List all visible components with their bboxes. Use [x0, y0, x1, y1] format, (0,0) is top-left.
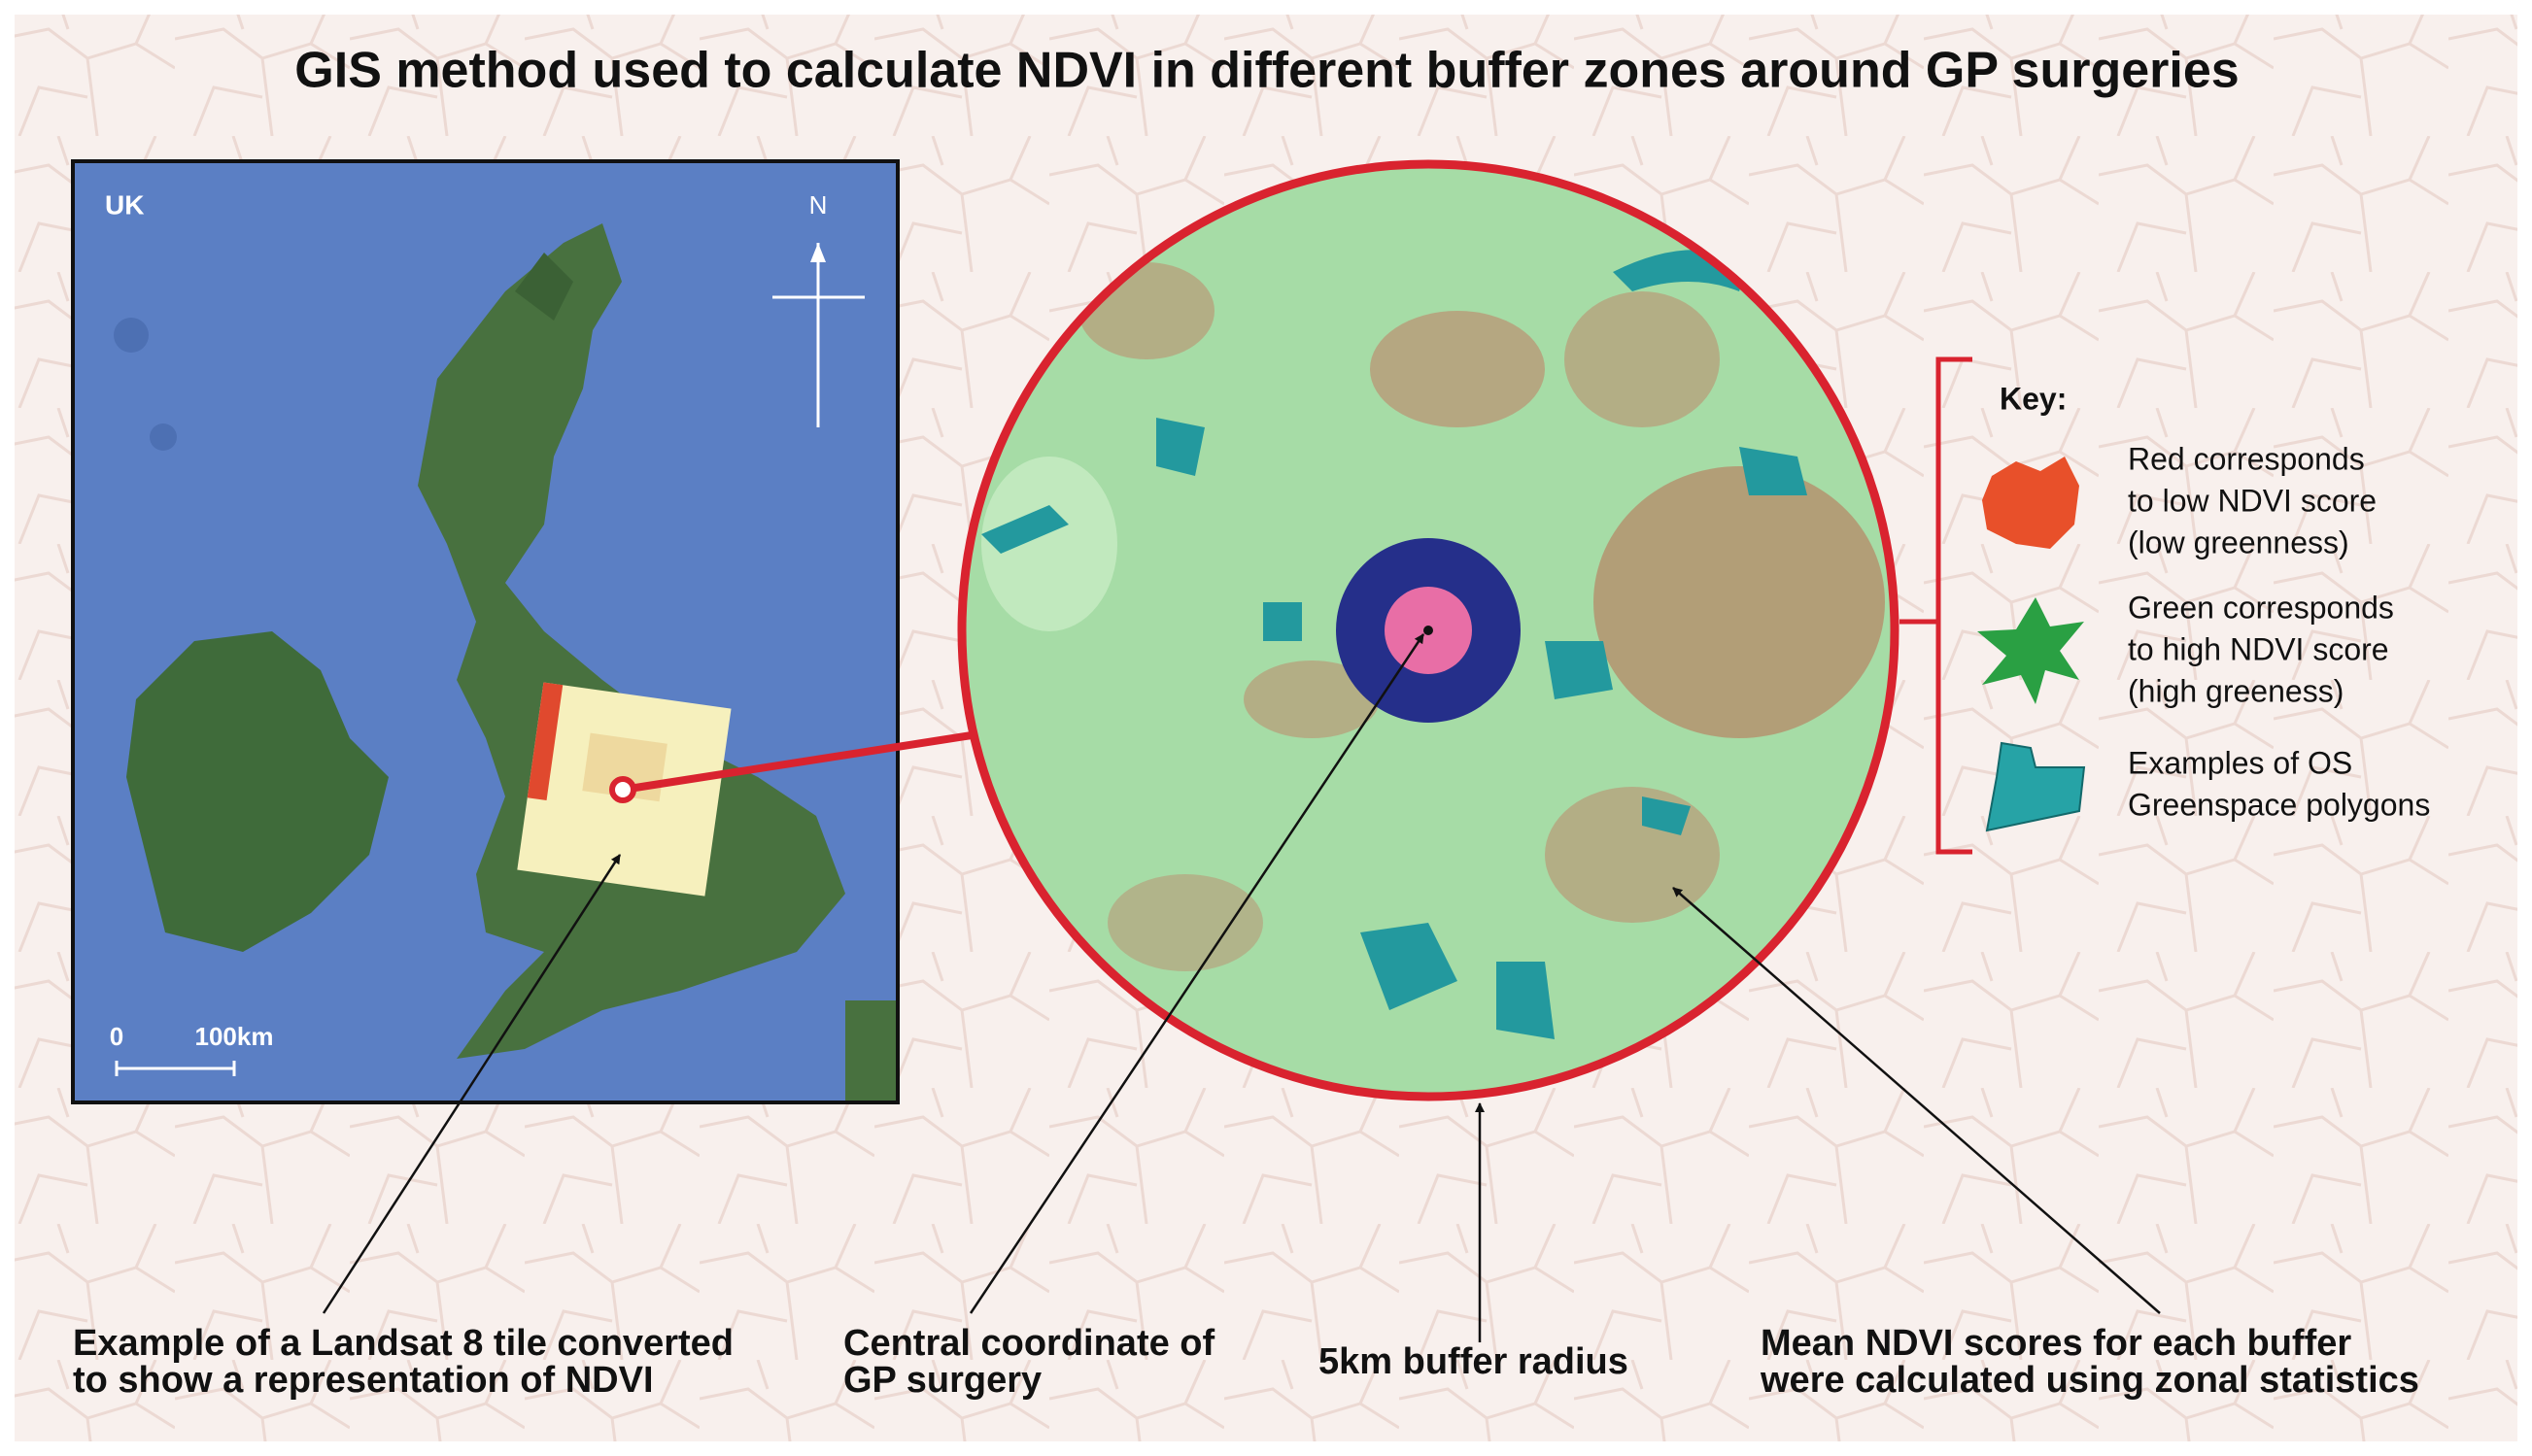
arrow: [1672, 887, 2161, 1314]
key-text: Red corresponds: [2128, 441, 2365, 476]
arrow: [322, 854, 622, 1314]
annotation: Mean NDVI scores for each buffer: [1761, 1323, 2351, 1364]
key-icon-low: [1982, 457, 2079, 549]
buffer-ring: [957, 159, 1899, 1101]
key-bracket: [1935, 356, 1972, 855]
map-frame: [71, 159, 900, 1104]
key-text: Green corresponds: [2128, 590, 2394, 625]
connector-line: [622, 731, 973, 794]
title: GIS method used to calculate NDVI in dif…: [294, 43, 2239, 99]
tile-point: [609, 776, 636, 803]
annotation: to show a representation of NDVI: [73, 1360, 654, 1401]
key-text: Examples of OS: [2128, 745, 2352, 780]
annotation: Central coordinate of: [843, 1323, 1215, 1364]
scale-end: 100km: [195, 1022, 274, 1051]
key-text: Greenspace polygons: [2128, 787, 2430, 822]
annotation: Example of a Landsat 8 tile converted: [73, 1323, 734, 1364]
key-icon-high: [1977, 597, 2084, 704]
annotation: were calculated using zonal statistics: [1760, 1360, 2419, 1401]
north-label: N: [809, 190, 828, 220]
scale-start: 0: [110, 1022, 123, 1051]
uk-map: [73, 161, 898, 1102]
key-text: to high NDVI score: [2128, 631, 2389, 666]
map-region-label: UK: [105, 189, 144, 220]
key-text: to low NDVI score: [2128, 483, 2377, 518]
arrow: [969, 633, 1425, 1314]
key-text: (high greeness): [2128, 673, 2344, 708]
key-text: (low greenness): [2128, 525, 2349, 559]
centre-point: [1423, 626, 1433, 635]
key-title: Key:: [2000, 381, 2067, 416]
annotation: GP surgery: [843, 1360, 1042, 1401]
ndvi-buffer: [964, 166, 1893, 1095]
annotation: 5km buffer radius: [1318, 1341, 1628, 1382]
key-icon-polygon: [1985, 741, 2086, 832]
